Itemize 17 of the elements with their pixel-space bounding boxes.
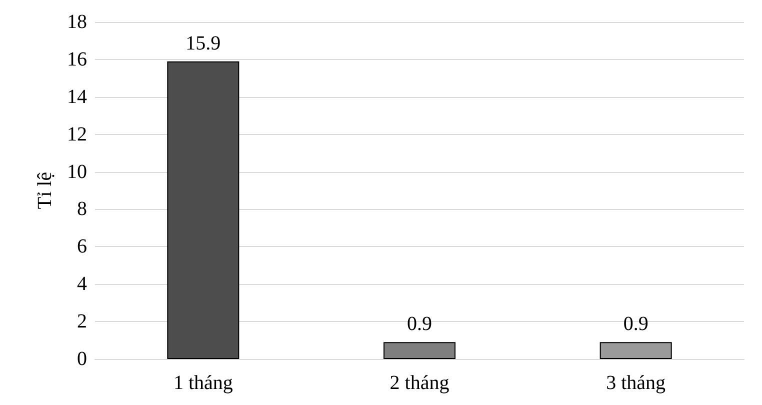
y-tick-label: 16 [67, 48, 87, 70]
y-tick-label: 4 [77, 273, 87, 296]
y-tick-label: 18 [67, 11, 87, 33]
y-tick-label: 0 [77, 348, 87, 370]
y-tick-label: 10 [67, 160, 87, 183]
y-tick-label: 6 [77, 236, 87, 258]
data-label: 0.9 [407, 313, 432, 336]
y-tick-label: 14 [67, 86, 87, 108]
y-tick-label: 12 [67, 123, 87, 146]
y-axis-title: Tỉ lệ [34, 172, 56, 210]
data-label: 0.9 [623, 313, 648, 336]
y-tick-label: 2 [77, 310, 87, 333]
x-tick-label: 3 tháng [606, 372, 666, 394]
data-label: 15.9 [186, 32, 221, 54]
y-tick-label: 8 [77, 198, 87, 220]
x-tick-label: 2 tháng [390, 372, 450, 394]
x-tick-label: 1 tháng [173, 372, 233, 394]
